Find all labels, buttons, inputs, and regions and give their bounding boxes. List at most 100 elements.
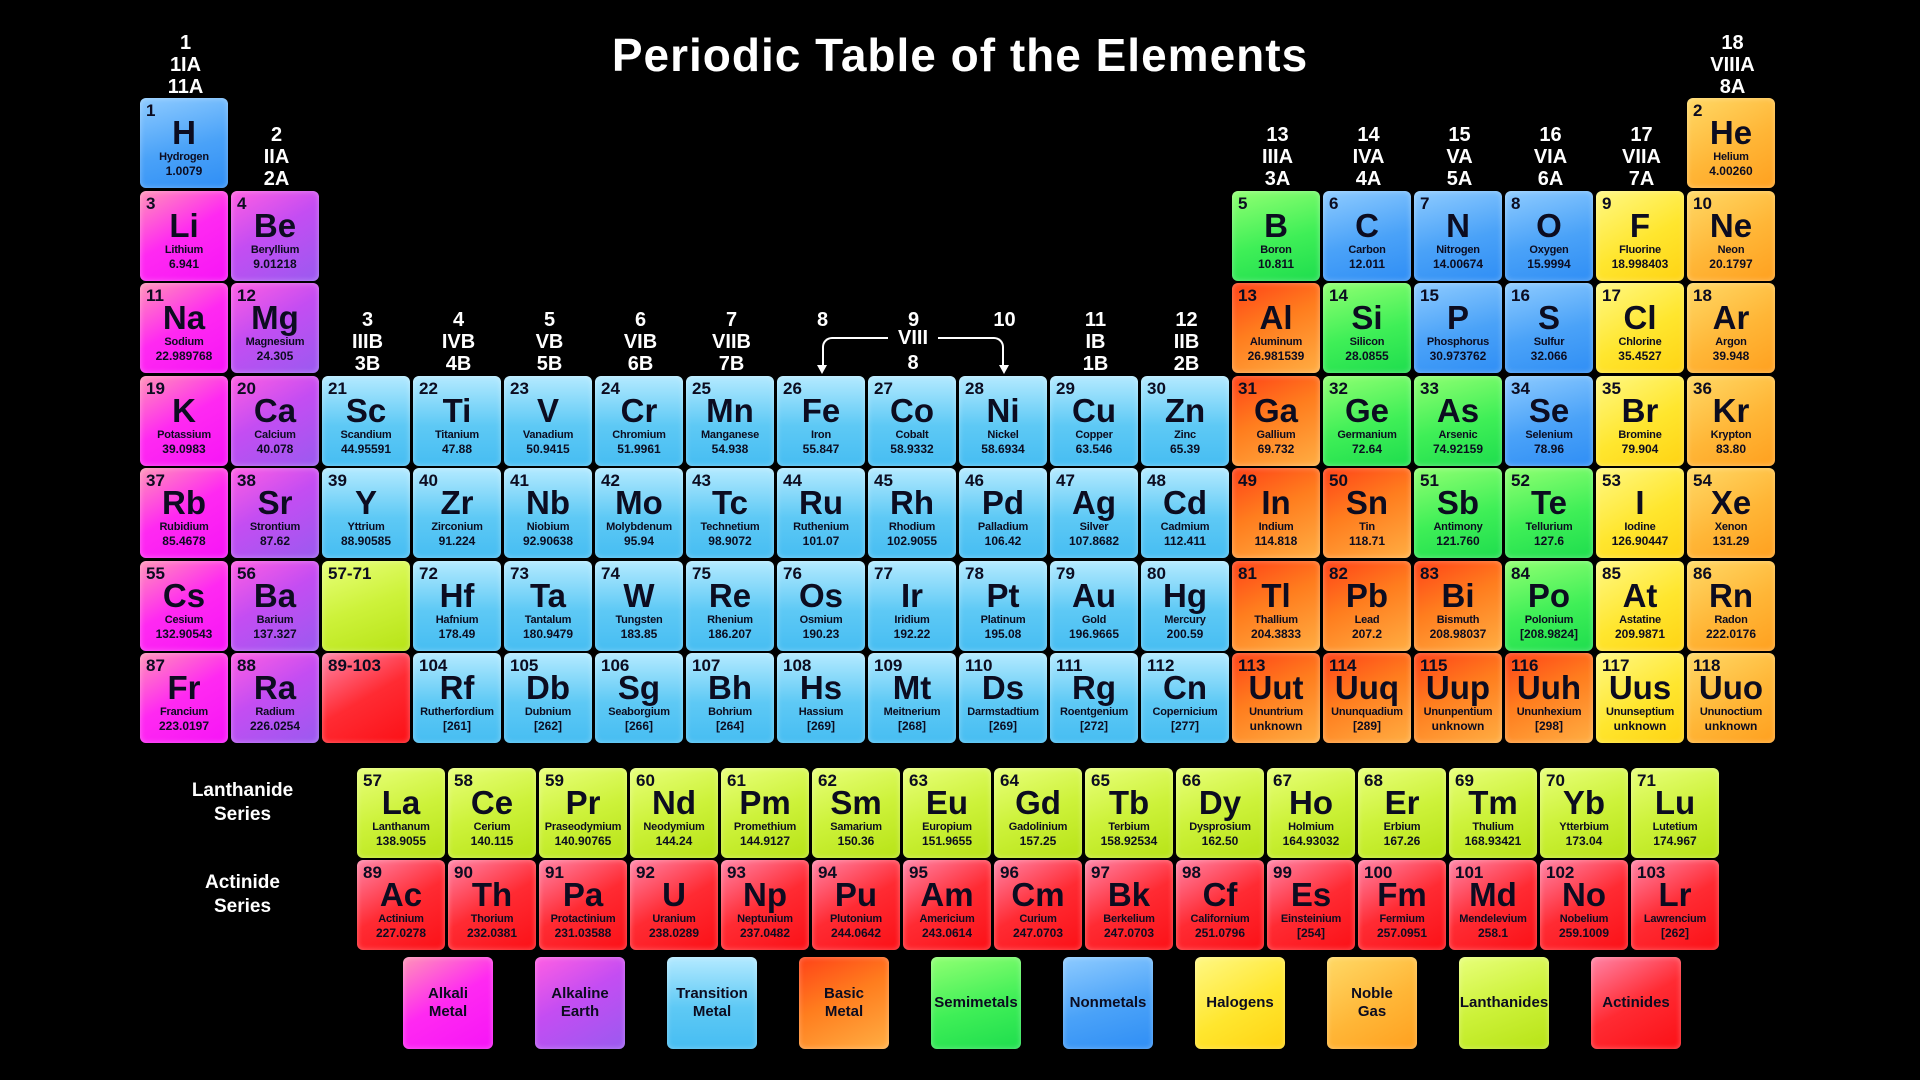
atomic-number: 102: [1546, 863, 1575, 882]
element-symbol: Na: [162, 299, 206, 336]
atomic-mass: 39.0983: [162, 441, 206, 456]
element-cell-te: 52 Te Tellurium 127.6: [1505, 468, 1593, 558]
element-cell-eu: 63 Eu Europium 151.9655: [903, 768, 991, 858]
element-symbol: Tc: [711, 484, 749, 521]
element-symbol: Ne: [1709, 206, 1753, 244]
element-cell-o: 8 O Oxygen 15.9994: [1505, 190, 1593, 281]
legend-label: Alkali Metal: [427, 985, 469, 1020]
atomic-number: 37: [146, 471, 165, 490]
atomic-number: 88: [237, 656, 256, 675]
element-name: Radium: [255, 706, 295, 718]
element-cell-ac: 89 Ac Actinium 227.0278: [357, 860, 445, 950]
atomic-mass: 223.0197: [158, 719, 210, 733]
element-name: Krypton: [1710, 428, 1752, 441]
element-cell-rg: 111 Rg Roentgenium [272]: [1050, 653, 1138, 743]
atomic-number: 115: [1420, 656, 1448, 675]
element-symbol: Ga: [1253, 391, 1299, 429]
element-name: Technetium: [700, 521, 760, 533]
element-symbol: Pu: [834, 876, 878, 913]
element-cell-li: 3 Li Lithium 6.941: [140, 190, 228, 281]
atomic-number: 79: [1056, 563, 1075, 583]
atomic-number: 108: [783, 656, 812, 675]
atomic-mass: unknown: [1613, 719, 1667, 733]
atomic-number: 41: [510, 471, 529, 490]
atomic-mass: 178.49: [438, 626, 476, 641]
atomic-number: 30: [1147, 378, 1166, 398]
group-header-col-6: 6 VIB 6B: [623, 309, 658, 375]
atomic-number: 46: [965, 471, 984, 490]
element-name: Platinum: [980, 613, 1026, 626]
atomic-number: 72: [419, 563, 438, 583]
element-cell-sr: 38 Sr Strontium 87.62: [231, 468, 319, 558]
element-name: Lawrencium: [1643, 913, 1707, 925]
atomic-mass: 47.88: [441, 441, 473, 456]
atomic-number: 91: [545, 863, 564, 882]
atomic-number: 16: [1511, 286, 1530, 305]
element-name: Neon: [1717, 243, 1745, 256]
element-cell-na: 11 Na Sodium 22.989768: [140, 283, 228, 373]
element-symbol: Xe: [1710, 484, 1752, 521]
atomic-number: 26: [783, 378, 802, 398]
element-symbol: Be: [253, 206, 297, 244]
element-cell-be: 4 Be Beryllium 9.01218: [231, 190, 319, 281]
atomic-number: 55: [146, 563, 165, 583]
element-name: Cesium: [164, 613, 204, 626]
element-name: Bohrium: [708, 706, 752, 718]
atomic-mass: 15.9994: [1527, 256, 1571, 271]
atomic-number: 66: [1182, 771, 1201, 790]
legend-item-semi: Semimetals: [931, 957, 1021, 1049]
atomic-mass: [298]: [1534, 719, 1563, 733]
atomic-number: 99: [1273, 863, 1292, 882]
element-cell-lr: 103 Lr Lawrencium [262]: [1631, 860, 1719, 950]
atomic-mass: unknown: [1431, 719, 1485, 733]
element-symbol: Zn: [1164, 391, 1206, 429]
atomic-mass: 30.973762: [1429, 349, 1487, 363]
atomic-number: 61: [727, 771, 746, 790]
element-cell-am: 95 Am Americium 243.0614: [903, 860, 991, 950]
element-symbol: Cl: [1623, 299, 1657, 336]
atomic-mass: 162.50: [1201, 834, 1239, 848]
group-header-col-15: 15 VA 5A: [1446, 124, 1473, 190]
atomic-mass: 200.59: [1166, 626, 1204, 641]
element-symbol: Am: [920, 876, 974, 913]
atomic-number: 3: [146, 193, 156, 213]
element-name: Terbium: [1108, 821, 1150, 833]
atomic-number: 10: [1693, 193, 1712, 213]
element-cell-ir: 77 Ir Iridium 192.22: [868, 560, 956, 651]
element-name: Ununhexium: [1516, 706, 1582, 718]
element-cell-se: 34 Se Selenium 78.96: [1505, 375, 1593, 466]
atomic-number: 82: [1329, 563, 1348, 583]
element-cell-os: 76 Os Osmium 190.23: [777, 560, 865, 651]
element-cell-nd: 60 Nd Neodymium 144.24: [630, 768, 718, 858]
element-name: Tantalum: [524, 613, 572, 626]
legend-label: Actinides: [1602, 994, 1670, 1011]
element-cell-v: 23 V Vanadium 50.9415: [504, 375, 592, 466]
atomic-number: 60: [636, 771, 655, 790]
element-symbol: P: [1446, 299, 1469, 336]
atomic-number: 117: [1602, 656, 1630, 675]
element-symbol: Po: [1527, 576, 1571, 614]
element-name: Argon: [1715, 336, 1747, 348]
atomic-number: 106: [601, 656, 630, 675]
atomic-mass: 91.224: [438, 534, 476, 548]
atomic-number: 13: [1238, 286, 1257, 305]
atomic-mass: 231.03588: [554, 926, 612, 940]
element-symbol: Sb: [1436, 484, 1480, 521]
atomic-mass: 54.938: [711, 441, 749, 456]
atomic-mass: 150.36: [837, 834, 875, 848]
atomic-mass: 151.9655: [921, 834, 973, 848]
element-name: Holmium: [1288, 821, 1334, 833]
element-cell-pa: 91 Pa Protactinium 231.03588: [539, 860, 627, 950]
atomic-mass: 6.941: [168, 256, 200, 271]
element-cell-ag: 47 Ag Silver 107.8682: [1050, 468, 1138, 558]
legend-label: Lanthanides: [1459, 994, 1549, 1011]
atomic-mass: 144.24: [655, 834, 693, 848]
element-name: Rhenium: [707, 613, 753, 626]
element-cell-pm: 61 Pm Promethium 144.9127: [721, 768, 809, 858]
element-symbol: La: [381, 784, 421, 821]
element-name: Tellurium: [1525, 521, 1573, 533]
atomic-mass: 237.0482: [739, 926, 791, 940]
element-symbol: Cf: [1202, 876, 1238, 913]
element-name: Selenium: [1525, 428, 1573, 441]
element-name: Iron: [811, 428, 831, 441]
